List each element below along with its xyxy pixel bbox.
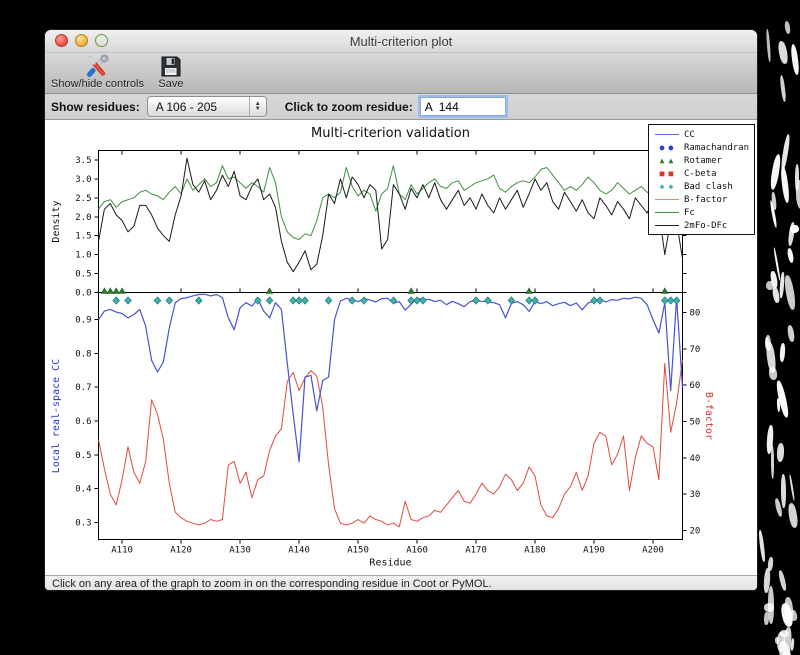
background-artifact xyxy=(765,28,771,62)
svg-text:0.8: 0.8 xyxy=(75,349,91,359)
svg-text:A130: A130 xyxy=(229,546,251,556)
svg-text:A160: A160 xyxy=(406,546,428,556)
svg-text:2.0: 2.0 xyxy=(75,213,91,223)
legend-item-b-factor: B-factor xyxy=(653,193,751,206)
svg-text:0.7: 0.7 xyxy=(75,383,91,393)
svg-text:0.4: 0.4 xyxy=(75,485,91,495)
svg-text:A180: A180 xyxy=(524,546,546,556)
background-artifact xyxy=(794,179,800,209)
status-bar: Click on any area of the graph to zoom i… xyxy=(45,575,757,590)
svg-text:3.5: 3.5 xyxy=(75,156,91,166)
background-artifact xyxy=(763,611,769,626)
background-artifact xyxy=(780,474,786,509)
svg-text:60: 60 xyxy=(690,381,701,391)
background-artifact xyxy=(789,224,800,234)
svg-text:A110: A110 xyxy=(111,546,133,556)
svg-text:0.5: 0.5 xyxy=(75,451,91,461)
background-artifact xyxy=(776,443,786,463)
status-message: Click on any area of the graph to zoom i… xyxy=(52,578,492,590)
legend-item-cc: CC xyxy=(653,128,751,141)
background-artifact xyxy=(783,274,797,311)
svg-text:80: 80 xyxy=(690,308,701,318)
zoom-residue-input[interactable] xyxy=(417,95,508,118)
svg-text:0.3: 0.3 xyxy=(75,519,91,529)
svg-text:A140: A140 xyxy=(288,546,310,556)
zoom-residue-label: Click to zoom residue: xyxy=(284,99,413,114)
background-artifact xyxy=(779,75,787,103)
svg-text:1.5: 1.5 xyxy=(75,232,91,242)
save-icon xyxy=(158,54,184,79)
background-artifact xyxy=(767,366,778,381)
show-residues-label: Show residues: xyxy=(51,99,140,114)
background-artifact xyxy=(765,335,772,352)
zoom-button[interactable] xyxy=(95,34,108,47)
svg-text:70: 70 xyxy=(690,345,701,355)
save-label: Save xyxy=(158,78,184,90)
svg-text:40: 40 xyxy=(690,454,701,464)
window-titlebar[interactable]: Multi-criterion plot xyxy=(45,30,757,53)
background-artifact xyxy=(770,445,775,480)
figure-area: Multi-criterion validation A110 A120 A130 A1… xyxy=(45,120,757,575)
svg-text:0.9: 0.9 xyxy=(75,316,91,326)
background-artifact xyxy=(777,569,788,592)
multi-criterion-plot-window: Multi-criterion plot xyxy=(45,30,757,590)
background-artifact xyxy=(788,473,796,502)
background-artifact xyxy=(784,20,792,35)
svg-text:0.5: 0.5 xyxy=(75,270,91,280)
svg-text:A120: A120 xyxy=(170,546,192,556)
svg-text:A200: A200 xyxy=(642,546,664,556)
svg-text:50: 50 xyxy=(690,417,701,427)
tools-icon xyxy=(84,54,110,79)
minimize-button[interactable] xyxy=(75,34,88,47)
svg-text:1.0: 1.0 xyxy=(75,251,91,261)
background-artifact xyxy=(786,502,799,529)
show-hide-controls-button[interactable]: Show/hide controls xyxy=(51,54,144,92)
background-artifact xyxy=(790,638,796,652)
toolbar: Show/hide controls Save xyxy=(45,53,757,94)
background-artifact xyxy=(779,133,791,171)
controls-row: Show residues: A 106 - 205 ▲ ▼ Click to z… xyxy=(45,94,757,120)
validation-plot[interactable]: Multi-criterion validation A110 A120 A130 A1… xyxy=(45,120,757,575)
svg-text:A170: A170 xyxy=(465,546,487,556)
svg-text:Density: Density xyxy=(51,200,62,242)
background-artifact xyxy=(779,165,791,203)
stepper-arrows-icon: ▲ ▼ xyxy=(248,97,266,116)
background-artifact xyxy=(758,529,767,563)
background-artifact xyxy=(786,325,796,343)
svg-text:A150: A150 xyxy=(347,546,369,556)
legend-item-rotamer: ▲ ▲ Rotamer xyxy=(659,155,722,166)
legend-item-ramachandran: ● ● Ramachandran xyxy=(659,142,750,153)
plot-legend: CC ● ● Ramachandran ▲ ▲ Rotamer ■ ■ C-beta ◆ ◆ Bad c… xyxy=(648,124,755,235)
legend-item-fc: Fc xyxy=(653,206,751,219)
svg-text:Multi-criterion validation: Multi-criterion validation xyxy=(311,126,470,141)
close-button[interactable] xyxy=(55,34,68,47)
svg-text:20: 20 xyxy=(690,526,701,536)
svg-text:2.5: 2.5 xyxy=(75,194,91,204)
svg-text:B-factor: B-factor xyxy=(703,392,714,440)
svg-text:0.6: 0.6 xyxy=(75,417,91,427)
background-artifact xyxy=(789,43,800,76)
background-artifact xyxy=(774,637,780,644)
svg-text:3.0: 3.0 xyxy=(75,175,91,185)
legend-item-c-beta: ■ ■ C-beta xyxy=(659,168,717,179)
save-button[interactable]: Save xyxy=(158,54,184,92)
background-artifact xyxy=(786,247,795,264)
background-artifact xyxy=(777,40,789,65)
svg-text:Local real-space CC: Local real-space CC xyxy=(51,359,62,473)
residue-range-value: A 106 - 205 xyxy=(155,99,218,114)
svg-text:30: 30 xyxy=(690,490,701,500)
window-title: Multi-criterion plot xyxy=(349,34,453,49)
svg-text:Residue: Residue xyxy=(369,558,411,569)
residue-range-select[interactable]: A 106 - 205 ▲ ▼ xyxy=(146,96,267,117)
svg-text:A190: A190 xyxy=(583,546,605,556)
background-artifact xyxy=(779,342,786,362)
svg-text:0.0: 0.0 xyxy=(75,289,91,299)
legend-item-2mfo-dfc: 2mFo-DFc xyxy=(653,219,751,232)
background-artifact xyxy=(768,585,775,624)
show-hide-controls-label: Show/hide controls xyxy=(51,78,144,90)
legend-item-bad-clash: ◆ ◆ Bad clash xyxy=(659,181,733,192)
